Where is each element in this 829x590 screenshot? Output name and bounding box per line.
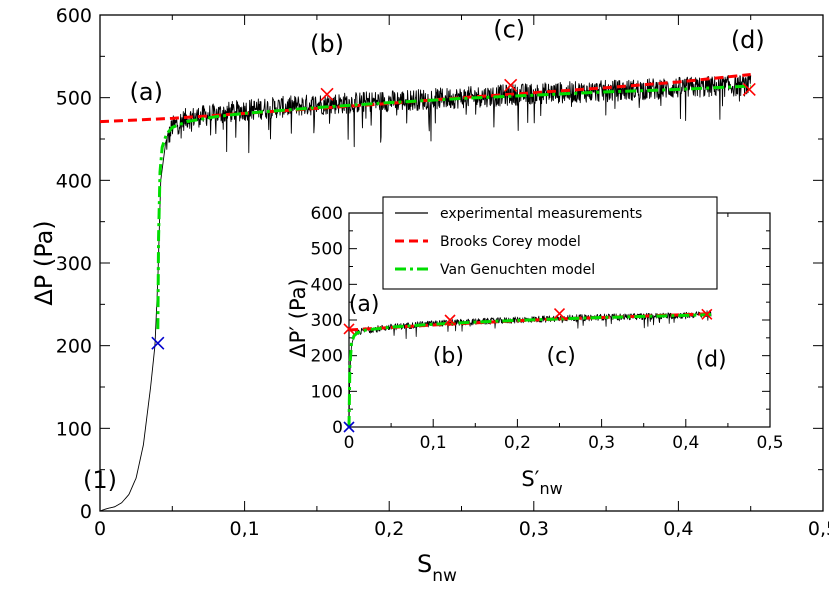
main-y-tick-label: 100 [56,418,92,440]
main-point-label: (d) [731,26,765,54]
inset-y-tick-label: 100 [311,382,343,402]
main-annotations: (1) (a) (b) (c) (d) [83,15,765,494]
legend-entries: experimental measurements Brooks Corey mo… [395,206,642,278]
inset-y-tick-label: 300 [311,311,343,331]
main-series [99,73,752,512]
inset-point-label: (d) [695,347,726,372]
inset-x-tick-label: 0 [344,433,355,453]
inset-y-tick-label: 600 [311,204,343,224]
main-series-brooks-corey-model [99,73,751,124]
inset-x-tick-label: 0,1 [420,433,447,453]
inset-y-tick-label: 500 [311,240,343,260]
inset-x-marker [444,314,456,326]
main-x-axis-title: Snw [417,550,457,586]
main-y-tick-label: 500 [56,88,92,110]
main-y-tick-label: 600 [56,5,92,27]
main-x-marker [742,82,756,96]
inset-x-marker [553,308,566,320]
main-series-van-genuchten-model [156,84,751,330]
legend-entry-label: Van Genuchten model [440,262,595,278]
main-x-tick-label: 0,2 [374,518,404,540]
main-x-tick-label: 0,5 [808,518,829,540]
inset-markers [343,308,713,433]
inset-x-tick-label: 0,4 [672,433,699,453]
main-point-label: (a) [130,78,163,106]
inset-point-label: (b) [433,344,464,369]
inset-series [347,310,712,428]
legend-box [382,196,718,290]
inset-x-marker [701,308,713,320]
inset-x-tick-label: 0,3 [588,433,615,453]
inset-point-label: (a) [349,292,380,317]
main-point-label: (c) [493,15,525,43]
main-x-marker [151,336,165,350]
inset-y-tick-label: 200 [311,347,343,367]
inset-y-axis-title: ΔP′ (Pa) [286,278,310,357]
main-x-tick-label: 0,3 [519,518,549,540]
main-x-marker [504,78,518,92]
main-markers [151,78,756,350]
main-x-tick-label: 0,1 [229,518,259,540]
main-y-tick-label: 200 [56,336,92,358]
inset-series-van-genuchten-model [347,313,712,428]
main-ticks: 0 0,1 0,2 0,3 0,4 0,5 0 100 200 300 400 500 600 [56,5,829,540]
inset-y-tick-label: 0 [332,418,343,438]
main-y-axis-title: ΔP (Pa) [30,220,58,305]
legend-entry-label: Brooks Corey model [440,234,581,250]
inset-x-tick-label: 0,2 [504,433,531,453]
inset-point-label: (c) [547,344,576,369]
main-x-tick-label: 0 [94,518,106,540]
inset-y-tick-label: 400 [311,275,343,295]
main-y-tick-label: 0 [80,501,92,523]
inset-x-axis-title: S′nw [521,467,562,498]
inset-annotations: (a) (b) (c) (d) [349,292,727,372]
main-x-tick-label: 0,4 [663,518,693,540]
inset-x-tick-label: 0,5 [756,433,783,453]
inset-x-marker [343,421,355,433]
main-point-label: (1) [83,466,117,494]
inset-x-marker [343,323,355,335]
main-x-marker [320,87,334,101]
main-y-tick-label: 300 [56,253,92,275]
legend-entry-label: experimental measurements [440,206,642,222]
main-y-tick-label: 400 [56,170,92,192]
legend: experimental measurements Brooks Corey mo… [382,196,718,290]
main-point-label: (b) [310,30,344,58]
